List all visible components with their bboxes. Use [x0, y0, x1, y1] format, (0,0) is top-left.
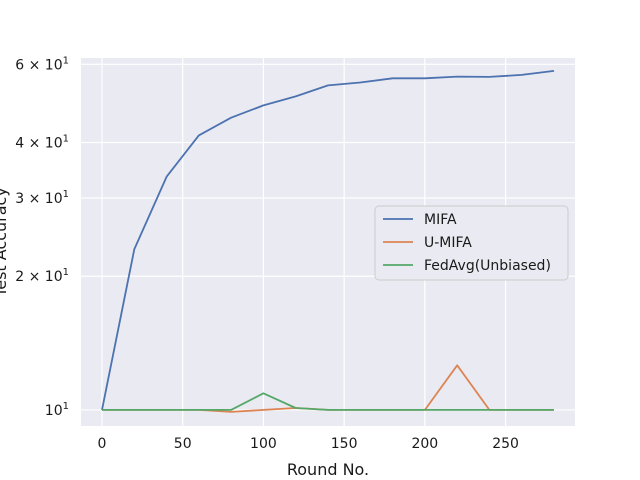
- series-line-fedavg-unbiased: [102, 392, 554, 411]
- x-axis-label: Round No.: [287, 460, 369, 479]
- x-tick-label: 50: [174, 436, 192, 452]
- y-axis-label: Test Accuracy: [0, 187, 10, 298]
- y-tick-label: 4 × 101: [15, 134, 69, 152]
- x-tick-label: 0: [98, 436, 107, 452]
- y-tick-label: 6 × 101: [15, 55, 69, 73]
- legend-label: FedAvg(Unbiased): [424, 258, 551, 274]
- legend: MIFA U-MIFA FedAvg(Unbiased): [374, 205, 569, 281]
- y-tick-label: 101: [45, 401, 69, 419]
- y-axis-ticks: 101 2 × 101 3 × 101 4 × 101 6 × 101: [15, 55, 69, 419]
- legend-label: MIFA: [424, 212, 457, 228]
- x-axis-ticks: 0 50 100 150 200 250: [98, 436, 519, 452]
- y-tick-label: 3 × 101: [15, 189, 69, 207]
- legend-label: U-MIFA: [424, 235, 472, 251]
- y-tick-label: 2 × 101: [15, 267, 69, 285]
- x-tick-label: 200: [411, 436, 438, 452]
- legend-box: [374, 205, 569, 281]
- series-lines: [101, 70, 555, 413]
- x-tick-label: 250: [492, 436, 519, 452]
- series-line-mifa: [101, 70, 555, 411]
- x-tick-label: 150: [331, 436, 358, 452]
- x-tick-label: 100: [250, 436, 277, 452]
- grid-lines: [81, 58, 575, 426]
